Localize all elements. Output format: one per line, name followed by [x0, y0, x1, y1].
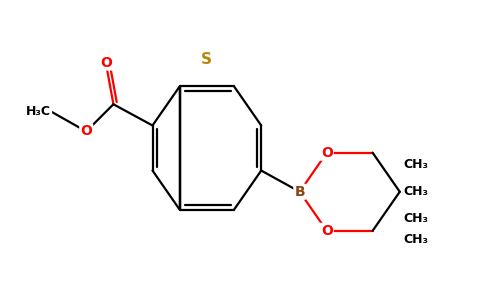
Text: S: S [201, 52, 212, 67]
Text: CH₃: CH₃ [403, 185, 428, 198]
Text: O: O [321, 146, 333, 160]
Text: O: O [80, 124, 92, 138]
Text: B: B [294, 185, 305, 199]
Text: O: O [321, 224, 333, 238]
Text: CH₃: CH₃ [403, 158, 428, 171]
Text: CH₃: CH₃ [403, 233, 428, 246]
Text: H₃C: H₃C [26, 105, 51, 118]
Text: O: O [100, 56, 112, 70]
Text: CH₃: CH₃ [403, 212, 428, 225]
